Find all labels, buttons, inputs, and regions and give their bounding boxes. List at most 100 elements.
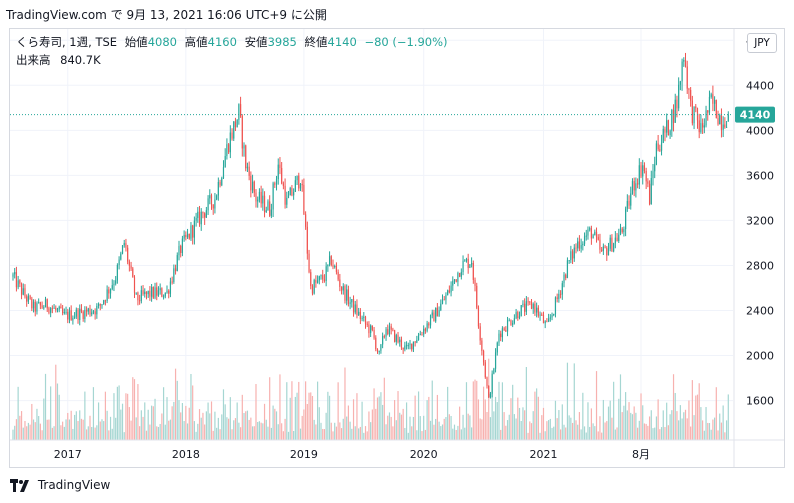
candle-body [399, 339, 401, 343]
volume-bar [219, 429, 221, 440]
candle-body [571, 251, 574, 259]
volume-bar [696, 394, 699, 440]
candle-body [41, 305, 43, 308]
candle-body [429, 315, 432, 326]
volume-bar [279, 374, 281, 440]
candle-body [642, 165, 644, 177]
volume-bar [510, 398, 512, 440]
volume-bar [29, 424, 31, 440]
candle-body [450, 285, 452, 293]
volume-bar [388, 412, 391, 440]
volume-bar [698, 383, 700, 440]
candle-body [251, 181, 254, 191]
volume-bar [258, 421, 261, 440]
volume-bar [626, 410, 628, 440]
candle-body [494, 352, 497, 369]
candle-body [200, 211, 202, 225]
candle-body [253, 181, 255, 193]
candle-body [402, 347, 404, 350]
candle-body [707, 110, 709, 113]
candle-body [457, 272, 459, 282]
candle-body [715, 99, 717, 119]
candle-body [332, 265, 334, 267]
candle-body [500, 333, 502, 338]
volume-bar [724, 432, 726, 440]
candle-body [587, 229, 589, 236]
volume-bar [505, 425, 507, 440]
candle-body [125, 243, 127, 248]
volume-bar [226, 417, 228, 440]
volume-bar [659, 429, 661, 440]
candle-body [366, 323, 368, 325]
candle-body [356, 304, 358, 315]
candle-body [74, 316, 76, 318]
volume-bar [563, 424, 565, 440]
candle-body [363, 316, 365, 318]
candle-body [660, 142, 663, 151]
volume-bar [370, 422, 372, 440]
footer-brand[interactable]: TradingView [10, 478, 110, 496]
volume-bar [361, 401, 363, 440]
candle-body [383, 336, 385, 338]
candle-body [388, 326, 391, 335]
candle-body [583, 236, 586, 244]
candle-body [267, 201, 269, 211]
volume-bar [248, 419, 250, 440]
volume-bar [602, 399, 604, 440]
candle-body [20, 283, 23, 295]
volume-bar [471, 427, 473, 440]
candle-body [527, 301, 529, 303]
volume-bar [120, 409, 122, 440]
volume-bar [672, 374, 675, 440]
volume-bar [570, 417, 572, 440]
volume-bar [599, 416, 601, 440]
volume-bar [609, 400, 611, 440]
volume-bar [82, 419, 84, 440]
volume-bar [62, 421, 64, 440]
candle-body [510, 320, 512, 325]
volume-bar [178, 400, 180, 440]
volume-bar [168, 420, 170, 440]
candle-body [361, 317, 363, 319]
candle-body [669, 130, 671, 136]
volume-bar [313, 419, 315, 440]
candle-body [80, 308, 83, 312]
candle-body [482, 350, 485, 363]
candle-body [501, 328, 504, 338]
candle-body [108, 289, 110, 294]
candle-body [471, 263, 473, 265]
volume-bar [429, 420, 432, 440]
volume-bar [465, 382, 468, 440]
volume-bar [435, 418, 437, 440]
tradingview-logo-icon [10, 478, 29, 492]
volume-bar [638, 420, 640, 440]
volume-bar [477, 399, 480, 440]
volume-bar [296, 392, 298, 440]
candle-body [455, 279, 457, 282]
volume-bar [537, 396, 539, 440]
candle-body [340, 286, 343, 291]
candle-body [648, 183, 651, 205]
candle-body [491, 373, 493, 394]
candle-body [618, 234, 620, 242]
candle-body [246, 166, 249, 169]
candle-body [234, 121, 237, 128]
volume-bar [183, 421, 185, 440]
candle-body [469, 264, 471, 268]
candle-body [698, 120, 700, 133]
volume-bar [289, 397, 291, 440]
candle-body [589, 228, 591, 230]
candle-body [198, 211, 201, 225]
candle-body [168, 290, 170, 294]
x-tick-label: 2017 [54, 448, 82, 461]
currency-button[interactable]: JPY [747, 33, 777, 53]
volume-bar [506, 420, 509, 440]
volume-bar [630, 412, 632, 440]
candle-body [185, 234, 187, 237]
candle-body [166, 290, 168, 293]
volume-bar [524, 410, 526, 440]
candle-body [358, 311, 360, 315]
candle-body [650, 178, 652, 205]
last-price-tag: 4140 [735, 106, 775, 123]
